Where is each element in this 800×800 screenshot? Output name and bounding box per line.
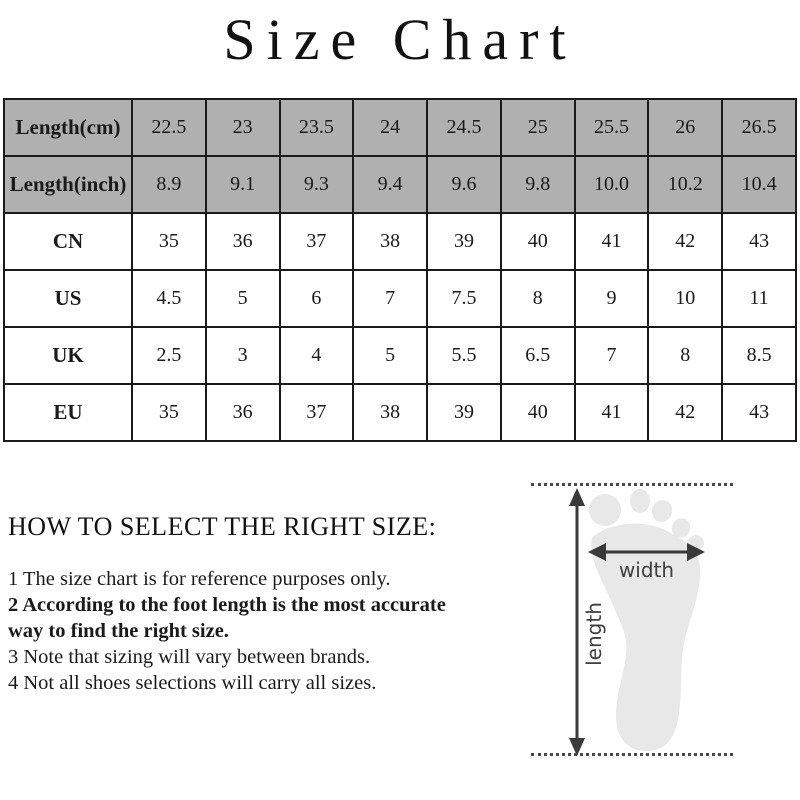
size-cell: 35 bbox=[131, 212, 207, 271]
size-cell: 9 bbox=[573, 269, 650, 328]
size-cell: 5 bbox=[352, 326, 429, 385]
size-cell: 7 bbox=[352, 269, 429, 328]
size-cell: 10 bbox=[647, 269, 724, 328]
dotted-line-top bbox=[531, 483, 733, 486]
size-cell: 43 bbox=[721, 383, 797, 442]
size-cell: 6.5 bbox=[499, 326, 576, 385]
table-row: Length(cm) 22.5 23 23.5 24 24.5 25 25.5 26 26.5 bbox=[3, 98, 797, 157]
size-cell: 26.5 bbox=[721, 98, 797, 157]
size-cell: 35 bbox=[131, 383, 207, 442]
length-arrow-head-bottom bbox=[569, 738, 585, 756]
size-cell: 40 bbox=[499, 212, 576, 271]
length-arrow-head-top bbox=[569, 488, 585, 506]
size-cell: 4 bbox=[278, 326, 355, 385]
size-cell: 9.3 bbox=[278, 155, 355, 214]
size-cell: 42 bbox=[647, 383, 724, 442]
size-cell: 24.5 bbox=[426, 98, 502, 157]
size-cell: 7 bbox=[573, 326, 650, 385]
size-cell: 42 bbox=[647, 212, 724, 271]
width-arrow-head-left bbox=[588, 543, 606, 561]
table-row: EU 35 36 37 38 39 40 41 42 43 bbox=[3, 383, 797, 442]
size-cell: 9.6 bbox=[426, 155, 502, 214]
width-label: width bbox=[618, 558, 675, 582]
length-label: length bbox=[582, 602, 606, 666]
size-cell: 23.5 bbox=[278, 98, 355, 157]
page-title: Size Chart bbox=[223, 7, 577, 72]
size-cell: 8.9 bbox=[131, 155, 207, 214]
size-cell: 10.0 bbox=[573, 155, 650, 214]
size-cell: 37 bbox=[278, 383, 355, 442]
measurement-arrows bbox=[569, 488, 705, 756]
size-cell: 38 bbox=[352, 383, 429, 442]
size-cell: 10.4 bbox=[721, 155, 797, 214]
size-cell: 37 bbox=[278, 212, 355, 271]
guide-note: 3 Note that sizing will vary between bra… bbox=[8, 646, 371, 668]
width-arrow-head-right bbox=[687, 543, 705, 561]
size-cell: 4.5 bbox=[131, 269, 207, 328]
size-cell: 43 bbox=[721, 212, 797, 271]
size-cell: 41 bbox=[573, 383, 650, 442]
size-cell: 6 bbox=[278, 269, 355, 328]
size-cell: 7.5 bbox=[426, 269, 502, 328]
size-cell: 25.5 bbox=[573, 98, 650, 157]
guide-note: 1 The size chart is for reference purpos… bbox=[8, 568, 391, 590]
size-cell: 39 bbox=[426, 383, 502, 442]
size-cell: 39 bbox=[426, 212, 502, 271]
table-row: Length(inch) 8.9 9.1 9.3 9.4 9.6 9.8 10.0 10.2 10… bbox=[3, 155, 797, 214]
table-row: CN 35 36 37 38 39 40 41 42 43 bbox=[3, 212, 797, 271]
size-cell: 10.2 bbox=[647, 155, 724, 214]
dotted-line-bottom bbox=[531, 753, 733, 756]
size-cell: 5.5 bbox=[426, 326, 502, 385]
row-header: Length(cm) bbox=[3, 98, 133, 157]
row-header: Length(inch) bbox=[3, 155, 133, 214]
size-cell: 8 bbox=[647, 326, 724, 385]
size-cell: 9.8 bbox=[499, 155, 576, 214]
size-cell: 9.4 bbox=[352, 155, 429, 214]
guide-heading: HOW TO SELECT THE RIGHT SIZE: bbox=[8, 512, 437, 541]
size-cell: 38 bbox=[352, 212, 429, 271]
size-cell: 40 bbox=[499, 383, 576, 442]
size-cell: 41 bbox=[573, 212, 650, 271]
size-cell: 8 bbox=[499, 269, 576, 328]
row-header: EU bbox=[3, 383, 133, 442]
size-cell: 11 bbox=[721, 269, 797, 328]
size-cell: 22.5 bbox=[131, 98, 207, 157]
size-cell: 36 bbox=[204, 212, 281, 271]
size-cell: 23 bbox=[204, 98, 281, 157]
size-cell: 9.1 bbox=[204, 155, 281, 214]
size-cell: 25 bbox=[499, 98, 576, 157]
table-row: UK 2.5 3 4 5 5.5 6.5 7 8 8.5 bbox=[3, 326, 797, 385]
row-header: CN bbox=[3, 212, 133, 271]
size-cell: 2.5 bbox=[131, 326, 207, 385]
foot-measurement-diagram: width length bbox=[520, 478, 780, 778]
size-cell: 3 bbox=[204, 326, 281, 385]
size-cell: 36 bbox=[204, 383, 281, 442]
guide-notes: 1 The size chart is for reference purpos… bbox=[8, 566, 486, 696]
size-chart-table: Length(cm) 22.5 23 23.5 24 24.5 25 25.5 26 26.5 Le… bbox=[3, 98, 797, 442]
size-cell: 8.5 bbox=[721, 326, 797, 385]
row-header: UK bbox=[3, 326, 133, 385]
row-header: US bbox=[3, 269, 133, 328]
guide-note: 4 Not all shoes selections will carry al… bbox=[8, 672, 377, 694]
size-cell: 26 bbox=[647, 98, 724, 157]
table-row: US 4.5 5 6 7 7.5 8 9 10 11 bbox=[3, 269, 797, 328]
size-cell: 5 bbox=[204, 269, 281, 328]
size-cell: 24 bbox=[352, 98, 429, 157]
guide-note: 2 According to the foot length is the mo… bbox=[8, 594, 446, 642]
